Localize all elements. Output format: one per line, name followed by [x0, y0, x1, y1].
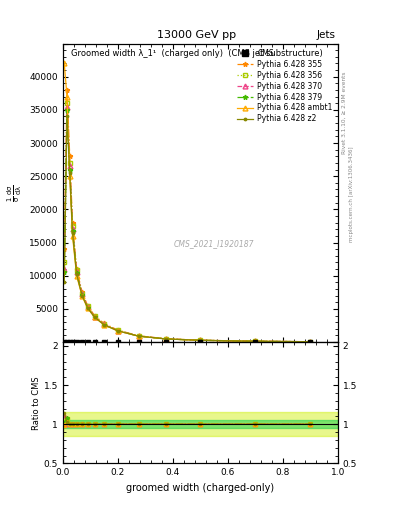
Text: Rivet 3.1.10, ≥ 2.9M events: Rivet 3.1.10, ≥ 2.9M events: [342, 71, 346, 154]
Bar: [63, 420, 338, 428]
Y-axis label: Ratio to CMS: Ratio to CMS: [32, 376, 41, 430]
Text: 13000 GeV pp: 13000 GeV pp: [157, 30, 236, 40]
Text: Groomed width λ_1¹  (charged only)  (CMS jet substructure): Groomed width λ_1¹ (charged only) (CMS j…: [71, 50, 323, 58]
Text: mcplots.cern.ch [arXiv:1306.3436]: mcplots.cern.ch [arXiv:1306.3436]: [349, 147, 354, 242]
Bar: [63, 413, 338, 436]
Text: Jets: Jets: [317, 30, 336, 40]
Y-axis label: $\mathregular{\frac{1}{\sigma}\,\frac{d\sigma}{d\lambda}}$: $\mathregular{\frac{1}{\sigma}\,\frac{d\…: [6, 184, 24, 202]
Legend: CMS, Pythia 6.428 355, Pythia 6.428 356, Pythia 6.428 370, Pythia 6.428 379, Pyt: CMS, Pythia 6.428 355, Pythia 6.428 356,…: [235, 47, 334, 125]
X-axis label: groomed width (charged-only): groomed width (charged-only): [127, 483, 274, 493]
Text: CMS_2021_I1920187: CMS_2021_I1920187: [174, 239, 254, 248]
